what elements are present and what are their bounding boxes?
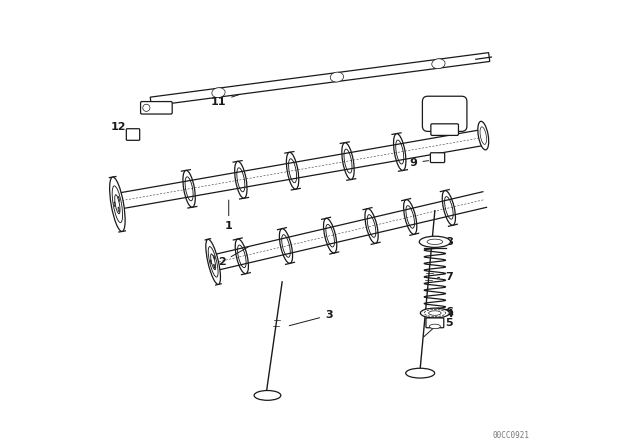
- Ellipse shape: [115, 195, 120, 214]
- Text: 7: 7: [438, 272, 453, 282]
- Text: 10: 10: [444, 121, 459, 131]
- FancyBboxPatch shape: [422, 96, 467, 131]
- Ellipse shape: [118, 197, 120, 202]
- Ellipse shape: [287, 152, 299, 189]
- Ellipse shape: [432, 59, 445, 69]
- FancyBboxPatch shape: [426, 318, 444, 328]
- FancyBboxPatch shape: [126, 129, 140, 140]
- Polygon shape: [150, 52, 490, 106]
- Text: 6: 6: [438, 307, 453, 317]
- Ellipse shape: [210, 260, 211, 264]
- Ellipse shape: [237, 168, 245, 192]
- Ellipse shape: [404, 199, 417, 234]
- Ellipse shape: [282, 235, 291, 257]
- Ellipse shape: [429, 311, 441, 315]
- Ellipse shape: [342, 142, 354, 180]
- FancyBboxPatch shape: [141, 102, 172, 114]
- Ellipse shape: [427, 239, 443, 245]
- Ellipse shape: [211, 254, 216, 270]
- Text: 5: 5: [438, 318, 453, 328]
- FancyBboxPatch shape: [431, 153, 445, 163]
- Ellipse shape: [118, 207, 120, 212]
- Text: 1: 1: [225, 200, 232, 231]
- Text: 12: 12: [111, 122, 132, 132]
- Ellipse shape: [185, 177, 193, 201]
- Text: 3: 3: [289, 310, 333, 326]
- Text: 2: 2: [218, 247, 248, 267]
- Ellipse shape: [478, 121, 489, 150]
- Ellipse shape: [143, 104, 150, 112]
- Ellipse shape: [442, 190, 456, 225]
- Ellipse shape: [367, 215, 376, 237]
- Ellipse shape: [208, 246, 218, 277]
- Ellipse shape: [236, 239, 248, 274]
- Text: 8: 8: [437, 237, 453, 247]
- Ellipse shape: [326, 224, 335, 247]
- FancyBboxPatch shape: [431, 124, 458, 135]
- Ellipse shape: [280, 228, 292, 263]
- Ellipse shape: [183, 170, 195, 207]
- Ellipse shape: [419, 236, 451, 247]
- Ellipse shape: [254, 391, 281, 401]
- Ellipse shape: [237, 245, 246, 267]
- Ellipse shape: [365, 209, 378, 243]
- Ellipse shape: [394, 134, 406, 171]
- Ellipse shape: [206, 239, 220, 284]
- Polygon shape: [114, 129, 486, 210]
- Text: 11: 11: [211, 95, 239, 107]
- Ellipse shape: [445, 197, 453, 219]
- Ellipse shape: [420, 308, 449, 318]
- Ellipse shape: [112, 186, 123, 223]
- Text: 00CC0921: 00CC0921: [492, 431, 529, 440]
- Ellipse shape: [429, 324, 440, 329]
- Ellipse shape: [289, 159, 296, 183]
- Ellipse shape: [406, 368, 435, 378]
- Ellipse shape: [109, 177, 125, 232]
- Ellipse shape: [235, 161, 247, 198]
- Ellipse shape: [324, 218, 337, 253]
- Ellipse shape: [214, 255, 215, 259]
- Ellipse shape: [214, 264, 215, 268]
- Ellipse shape: [480, 127, 486, 144]
- Ellipse shape: [114, 202, 115, 207]
- Text: 4: 4: [424, 309, 453, 337]
- Text: 9: 9: [410, 158, 429, 168]
- Polygon shape: [207, 192, 486, 272]
- Ellipse shape: [330, 72, 344, 82]
- Ellipse shape: [212, 88, 225, 98]
- Ellipse shape: [344, 149, 352, 173]
- Ellipse shape: [396, 140, 404, 164]
- Ellipse shape: [406, 206, 415, 228]
